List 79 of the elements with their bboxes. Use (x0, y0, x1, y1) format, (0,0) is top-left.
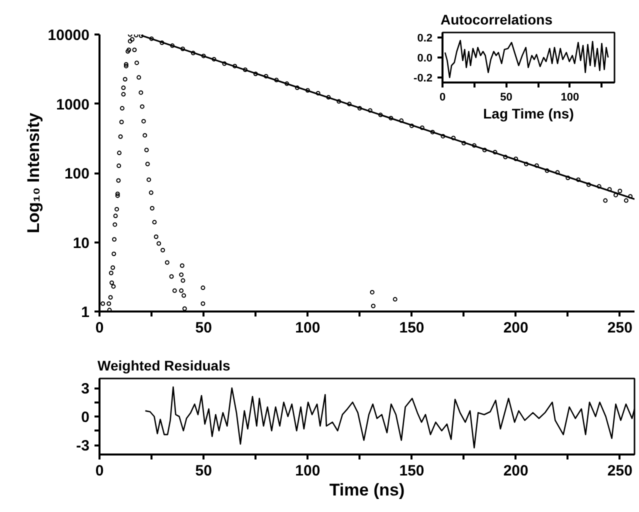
x-tick-label: 250 (607, 462, 632, 480)
x-tick-label: 150 (399, 320, 424, 336)
point (112, 252, 116, 256)
x-tick-label: 200 (503, 320, 528, 336)
point (108, 295, 113, 300)
point (152, 220, 157, 224)
x-tick-label: 250 (607, 320, 632, 336)
point (179, 288, 184, 293)
y-tick-label: 0 (81, 409, 90, 426)
point (200, 286, 206, 290)
point (122, 76, 128, 82)
point (138, 90, 144, 95)
point (112, 222, 118, 227)
point (200, 301, 206, 306)
point (160, 248, 166, 252)
point (392, 297, 398, 302)
y-axis-title: Log₁₀ Intensity (24, 112, 43, 234)
point (180, 278, 186, 283)
y-tick-label: 1000 (56, 96, 90, 114)
point (169, 274, 174, 279)
point (136, 75, 142, 80)
y-tick-label: 100 (64, 166, 90, 182)
x-tick-label: 50 (195, 462, 212, 480)
x-axis-title: Time (ns) (329, 480, 405, 500)
point (156, 241, 162, 246)
point (182, 306, 187, 311)
point (164, 260, 170, 265)
y-tick-label: 0.2 (417, 32, 433, 44)
point (132, 48, 137, 52)
chart-title: Autocorrelations (440, 12, 553, 28)
point (117, 150, 122, 156)
point (116, 164, 122, 168)
x-tick-label: 50 (500, 92, 512, 104)
x-axis-title: Lag Time (ns) (483, 106, 574, 122)
x-tick-label: 0 (95, 462, 104, 480)
point (110, 265, 116, 270)
x-tick-label: 200 (503, 462, 528, 480)
x-tick-label: 100 (560, 92, 580, 104)
y-tick-label: -0.2 (414, 72, 433, 84)
point (180, 263, 184, 268)
point (179, 272, 184, 277)
point (110, 280, 114, 286)
point (142, 133, 148, 138)
point (116, 178, 121, 183)
y-tick-label: 3 (81, 380, 90, 398)
point (115, 193, 120, 198)
point (370, 304, 376, 308)
x-tick-label: 0 (95, 320, 104, 336)
point (144, 148, 149, 152)
y-tick-label: -3 (76, 438, 90, 454)
point (141, 118, 146, 124)
point (119, 120, 124, 124)
point (118, 134, 123, 139)
x-tick-label: 100 (295, 320, 320, 336)
point (182, 293, 186, 298)
point (121, 92, 126, 97)
x-tick-label: 50 (195, 320, 212, 336)
point (112, 237, 117, 242)
point (145, 162, 150, 166)
point (172, 288, 177, 293)
point (134, 60, 140, 66)
point (150, 206, 154, 210)
x-tick-label: 0 (439, 92, 446, 104)
point (140, 104, 144, 109)
x-tick-label: 150 (399, 462, 424, 480)
y-tick-label: 10000 (48, 27, 90, 44)
chart-title: Weighted Residuals (98, 358, 230, 374)
point (370, 290, 374, 294)
y-tick-label: 1 (81, 304, 90, 321)
point (154, 234, 158, 240)
y-tick-label: 0.0 (417, 52, 433, 64)
point (146, 177, 152, 182)
x-tick-label: 100 (295, 462, 320, 480)
point (124, 62, 128, 67)
point (114, 206, 120, 212)
point (148, 190, 154, 195)
point (120, 106, 124, 111)
point (126, 49, 130, 54)
y-tick-label: 10 (72, 234, 90, 252)
